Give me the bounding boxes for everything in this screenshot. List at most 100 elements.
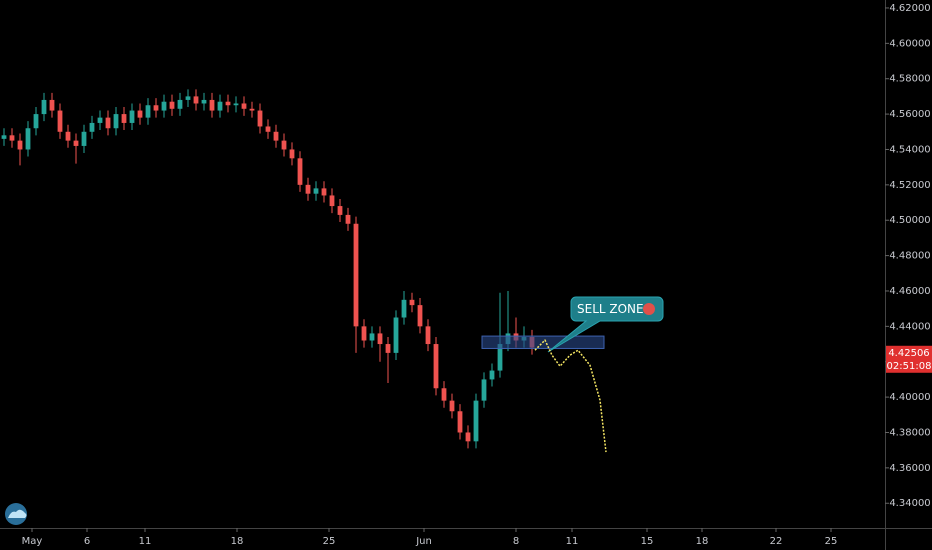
candle-body: [57, 110, 63, 132]
candle-body: [65, 131, 71, 141]
y-tick-label: 4.50000: [889, 215, 930, 226]
candle-body: [137, 110, 143, 118]
x-tick-label: 11: [139, 536, 152, 547]
candle-body: [473, 400, 479, 442]
candle-body: [153, 105, 159, 111]
candle-body: [321, 188, 327, 196]
candle-body: [9, 135, 15, 141]
candle-body: [49, 99, 55, 111]
x-tick-label: Jun: [415, 536, 432, 547]
candle-body: [241, 103, 247, 109]
candle-body: [225, 101, 231, 106]
x-tick-label: 25: [825, 536, 838, 547]
candle-body: [329, 195, 335, 207]
candle-body: [353, 223, 359, 327]
candle-body: [313, 188, 319, 194]
last-price-label: 4.42506: [888, 348, 929, 359]
candle-body: [81, 131, 87, 146]
y-tick-label: 4.54000: [889, 144, 930, 155]
callout: SELL ZONE: [547, 296, 664, 353]
x-tick-label: 6: [84, 536, 90, 547]
candle-body: [361, 326, 367, 341]
y-tick-label: 4.38000: [889, 427, 930, 438]
candle-body: [113, 114, 119, 129]
candle-body: [121, 114, 127, 123]
candle-body: [177, 99, 183, 109]
candle-body: [449, 400, 455, 412]
candle-body: [89, 122, 95, 132]
logo: [5, 503, 27, 525]
x-tick-label: 15: [641, 536, 654, 547]
y-tick-label: 4.34000: [889, 498, 930, 509]
candle-body: [433, 344, 439, 389]
candle-body: [129, 110, 135, 123]
candle-body: [249, 108, 255, 111]
x-tick-label: 11: [566, 536, 579, 547]
candle-body: [41, 99, 47, 115]
candle-body: [17, 140, 23, 150]
candle-body: [425, 326, 431, 345]
x-tick-label: 22: [770, 536, 783, 547]
candle-body: [441, 388, 447, 401]
candle-body: [457, 411, 463, 433]
candle-body: [465, 432, 471, 442]
candle-body: [145, 105, 151, 118]
candle-body: [161, 101, 167, 111]
y-tick-label: 4.46000: [889, 286, 930, 297]
candle-body: [97, 117, 103, 123]
candle-body: [233, 103, 239, 106]
y-tick-label: 4.52000: [889, 180, 930, 191]
callout-box: [547, 296, 664, 353]
candle-body: [185, 96, 191, 100]
candle-body: [401, 299, 407, 318]
x-tick-label: May: [22, 536, 43, 547]
candle-body: [337, 206, 343, 215]
candle-body: [281, 140, 287, 150]
callout-icon: [643, 303, 655, 315]
candle-body: [417, 305, 423, 327]
candle-body: [201, 99, 207, 104]
callout-text: SELL ZONE: [577, 302, 644, 316]
candle-body: [393, 317, 399, 353]
candle-body: [193, 96, 199, 104]
y-tick-label: 4.60000: [889, 38, 930, 49]
y-tick-label: 4.48000: [889, 251, 930, 262]
candle-body: [209, 99, 215, 111]
candle-body: [217, 101, 223, 111]
candle-body: [497, 344, 503, 371]
x-tick-label: 25: [323, 536, 336, 547]
candle-body: [1, 135, 7, 139]
y-tick-label: 4.44000: [889, 321, 930, 332]
y-tick-label: 4.40000: [889, 392, 930, 403]
y-tick-label: 4.56000: [889, 109, 930, 120]
candle-body: [481, 379, 487, 401]
y-tick-label: 4.36000: [889, 463, 930, 474]
candle-body: [297, 158, 303, 185]
candle-body: [345, 214, 351, 224]
x-tick-label: 8: [513, 536, 519, 547]
last-price-tag: [886, 345, 932, 373]
candle-body: [489, 370, 495, 380]
y-tick-label: 4.62000: [889, 3, 930, 14]
candle-body: [289, 149, 295, 159]
candle-body: [73, 140, 79, 146]
candle-body: [377, 333, 383, 345]
projection-path: [534, 339, 607, 453]
candle-body: [273, 131, 279, 141]
candle-body: [385, 344, 391, 353]
candle-body: [369, 333, 375, 341]
x-tick-label: 18: [696, 536, 709, 547]
candle-body: [169, 101, 175, 109]
candle-body: [305, 184, 311, 194]
candle-body: [257, 110, 263, 127]
candle-body: [105, 117, 111, 129]
candle-body: [265, 126, 271, 132]
countdown-label: 02:51:08: [887, 361, 932, 372]
x-tick-label: 18: [231, 536, 244, 547]
candle-body: [409, 299, 415, 306]
y-tick-label: 4.58000: [889, 74, 930, 85]
candle-body: [33, 114, 39, 129]
